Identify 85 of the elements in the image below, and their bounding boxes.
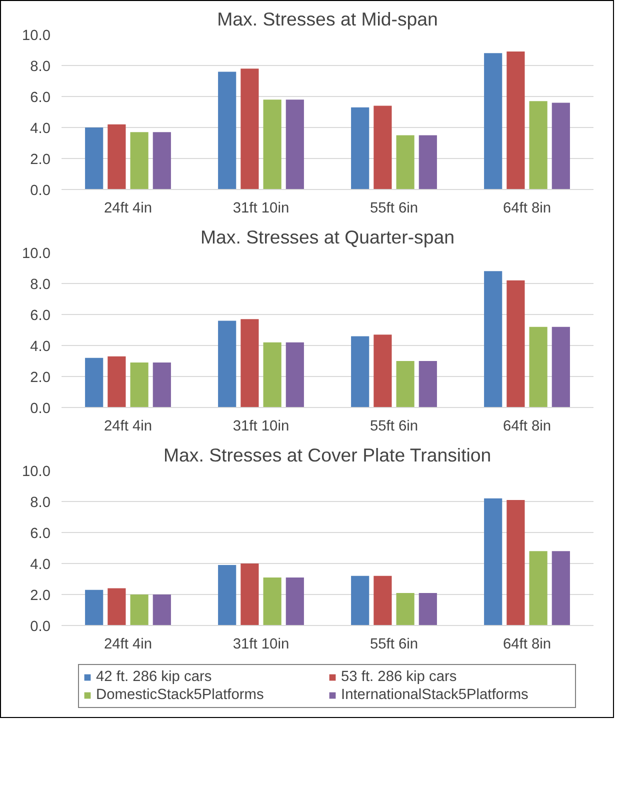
bar [552,551,570,626]
bar [396,361,414,408]
bar [240,319,259,408]
y-tick-label: 8.0 [30,277,50,293]
bar [286,342,304,408]
y-tick-label: 2.0 [30,588,50,604]
y-tick-label: 4.0 [30,339,50,355]
y-tick-label: 10.0 [22,464,51,480]
y-tick-label: 2.0 [30,152,50,168]
bar [418,592,437,626]
y-tick-label: 8.0 [30,59,50,75]
bar [351,576,370,626]
x-tick-label: 55ft 6in [370,636,418,652]
y-tick-label: 0.0 [30,619,50,635]
bar [396,592,414,626]
chart-title: Max. Stresses at Quarter-span [200,226,455,248]
legend-label: 53 ft. 286 kip cars [341,669,458,685]
bar [374,334,392,408]
bar [418,135,437,190]
bar [240,68,259,190]
y-tick-label: 6.0 [30,526,50,542]
legend-label: 42 ft. 286 kip cars [96,669,213,685]
x-tick-label: 64ft 8in [502,636,552,652]
bar [552,326,570,408]
legend-label: DomesticStack5Platforms [96,687,265,703]
y-tick-label: 2.0 [30,370,50,386]
y-tick-label: 0.0 [30,401,50,417]
x-tick-label: 31ft 10in [232,418,290,434]
bar [351,336,370,408]
bar [396,135,414,190]
chart-title: Max. Stresses at Mid-span [217,8,438,30]
bar [552,102,570,190]
chart-title: Max. Stresses at Cover Plate Transition [164,444,492,466]
bar [218,320,236,408]
bar [374,576,392,626]
y-tick-label: 10.0 [22,246,51,262]
y-tick-label: 6.0 [30,308,50,324]
bar [263,577,282,626]
bar [529,101,548,190]
bar [108,588,126,626]
bar [418,361,437,408]
bar [85,128,104,190]
x-tick-label: 24ft 4in [104,636,152,652]
legend-label: InternationalStack5Platforms [341,687,530,703]
y-tick-label: 6.0 [30,90,50,106]
bar [218,565,236,626]
x-tick-label: 64ft 8in [502,200,552,216]
x-tick-label: 31ft 10in [232,200,290,216]
bar [130,132,148,190]
x-tick-label: 55ft 6in [370,200,418,216]
bar [152,132,171,190]
bar [130,594,148,626]
bar [152,594,171,626]
bar [108,356,126,408]
x-tick-label: 55ft 6in [370,418,418,434]
x-tick-label: 24ft 4in [104,200,152,216]
bar [484,498,502,626]
bar [108,124,126,190]
bar [506,500,525,626]
bar [484,271,502,408]
bar [218,72,236,190]
bar [529,551,548,626]
bar [286,100,304,190]
bar [263,342,282,408]
bar [529,326,548,408]
y-tick-label: 10.0 [22,28,51,44]
bar [85,590,104,626]
x-tick-label: 24ft 4in [104,418,152,434]
bar [286,577,304,626]
bar [152,362,171,408]
y-tick-label: 4.0 [30,557,50,573]
bar [130,362,148,408]
y-tick-label: 4.0 [30,121,50,137]
x-tick-label: 31ft 10in [232,636,290,652]
bar [374,106,392,190]
bar [506,280,525,408]
bar [506,52,525,190]
x-tick-label: 64ft 8in [502,418,552,434]
y-tick-label: 8.0 [30,495,50,511]
bar [85,358,104,408]
y-tick-label: 0.0 [30,183,50,199]
bar [240,564,259,626]
bar [351,107,370,190]
bar [263,100,282,190]
bar [484,53,502,190]
